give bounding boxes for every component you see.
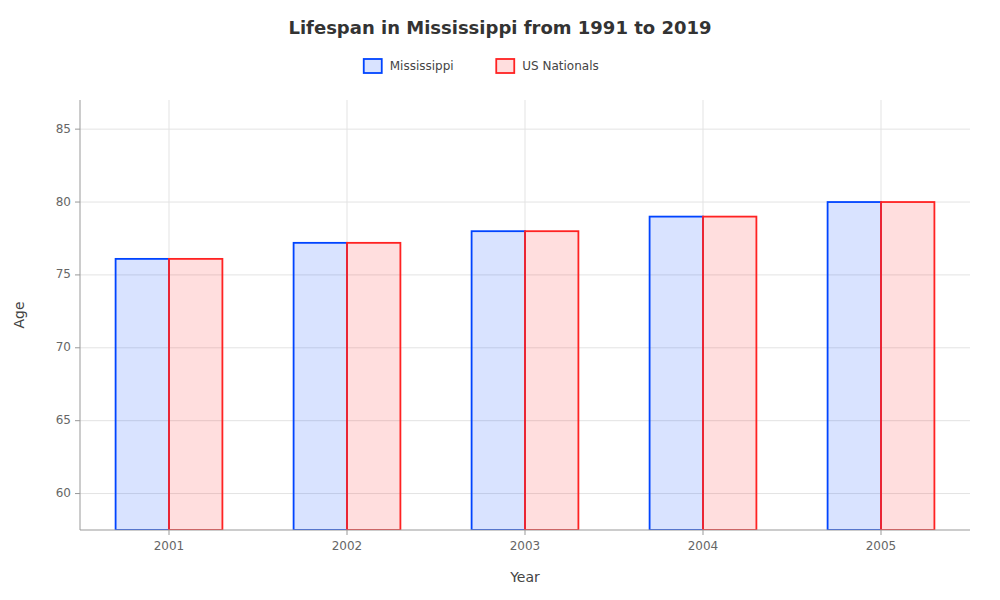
x-tick <box>881 530 882 535</box>
x-tick <box>347 530 348 535</box>
y-tick-label: 85 <box>56 122 71 136</box>
legend-label: US Nationals <box>522 59 598 73</box>
x-tick-label: 2004 <box>688 539 719 553</box>
legend: Mississippi US Nationals <box>364 59 599 74</box>
y-tick-label: 80 <box>56 195 71 209</box>
bars <box>116 202 935 530</box>
y-tick <box>75 493 80 494</box>
bar <box>828 202 881 530</box>
x-tick-label: 2005 <box>866 539 897 553</box>
y-tick <box>75 274 80 275</box>
bar <box>169 259 222 530</box>
x-axis-label: Year <box>509 569 540 585</box>
x-tick-label: 2002 <box>332 539 363 553</box>
legend-swatch <box>496 59 514 73</box>
y-tick-label: 75 <box>56 267 71 281</box>
bar <box>881 202 934 530</box>
x-tick <box>703 530 704 535</box>
y-tick-label: 65 <box>56 413 71 427</box>
y-tick-label: 70 <box>56 340 71 354</box>
y-tick <box>75 347 80 348</box>
bar <box>294 243 347 530</box>
bar <box>650 217 703 530</box>
grid <box>80 100 970 530</box>
y-tick <box>75 420 80 421</box>
y-tick-label: 60 <box>56 486 71 500</box>
y-axis-label: Age <box>11 301 27 328</box>
bar <box>472 231 525 530</box>
x-tick <box>169 530 170 535</box>
bar <box>347 243 400 530</box>
y-tick <box>75 129 80 130</box>
y-tick <box>75 202 80 203</box>
x-tick <box>525 530 526 535</box>
chart: 60 65 70 75 80 85 2001 2002 2003 2004 2005 Year Age L… <box>0 0 1000 600</box>
x-tick-label: 2001 <box>154 539 185 553</box>
bar <box>703 217 756 530</box>
legend-swatch <box>364 59 382 73</box>
bar <box>525 231 578 530</box>
x-tick-label: 2003 <box>510 539 541 553</box>
legend-label: Mississippi <box>390 59 454 73</box>
title: Lifespan in Mississippi from 1991 to 201… <box>288 17 711 38</box>
y-axis-line <box>80 100 81 530</box>
bar <box>116 259 169 530</box>
